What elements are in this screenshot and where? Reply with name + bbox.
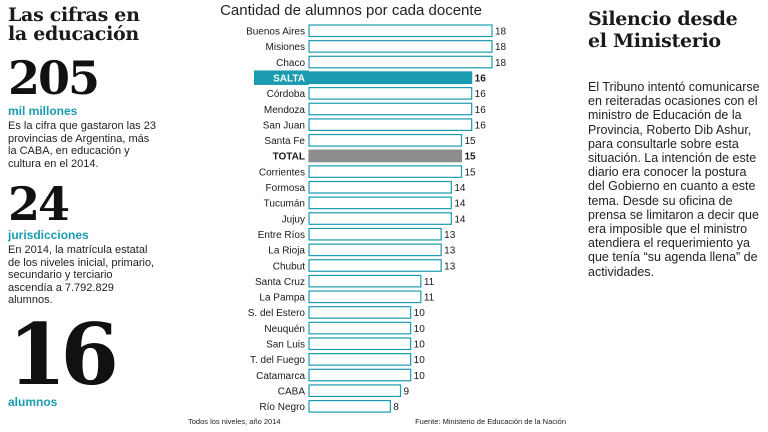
- right-body: El Tribuno intentó comunicarse en reiter…: [588, 80, 760, 279]
- bar-buenos-aires: [308, 24, 493, 38]
- category-label-total: TOTAL: [273, 152, 305, 163]
- category-label-catamarca: Catamarca: [256, 371, 305, 382]
- value-label-catamarca: 10: [414, 371, 426, 382]
- category-label-santa-fe: Santa Fe: [264, 136, 305, 147]
- value-label-santa-cruz: 11: [424, 277, 435, 288]
- value-label-santa-fe: 15: [465, 136, 477, 147]
- bar-mendoza: [308, 102, 473, 116]
- bar-san-luis: [308, 337, 412, 351]
- bar-jujuy: [308, 212, 452, 225]
- bar-la-rioja: [308, 243, 442, 257]
- category-label-corrientes: Corrientes: [259, 167, 305, 178]
- value-label-mendoza: 16: [475, 105, 487, 116]
- value-label-rio-negro: 8: [393, 402, 399, 413]
- value-label-buenos-aires: 18: [495, 27, 507, 38]
- right-panel: Silencio desde el Ministerio El Tribuno …: [588, 8, 760, 279]
- value-label-entre-rios: 13: [444, 230, 456, 241]
- category-label-caba: CABA: [278, 386, 306, 397]
- value-label-salta: 16: [475, 73, 487, 84]
- chart-footer-right: Fuente: Ministerio de Educación de la Na…: [415, 417, 566, 426]
- bar-catamarca: [308, 368, 412, 382]
- stat-205-value: 205: [8, 51, 100, 105]
- bar-s-del-estero: [308, 306, 412, 319]
- students-per-teacher-chart: Cantidad de alumnos por cada docente Bue…: [188, 2, 566, 426]
- stat-24-unit: jurisdicciones: [8, 228, 89, 242]
- bar-rio-negro: [308, 400, 391, 413]
- category-label-mendoza: Mendoza: [264, 105, 306, 116]
- value-label-neuquen: 10: [414, 324, 426, 335]
- value-label-san-juan: 16: [475, 120, 487, 131]
- bar-san-juan: [308, 118, 473, 132]
- value-label-t-del-fuego: 10: [414, 355, 426, 366]
- bar-t-del-fuego: [308, 353, 412, 366]
- category-label-san-juan: San Juan: [263, 120, 305, 131]
- category-label-buenos-aires: Buenos Aires: [246, 27, 305, 38]
- category-label-neuquen: Neuquén: [264, 324, 305, 335]
- category-label-chubut: Chubut: [273, 261, 305, 272]
- value-label-corrientes: 15: [465, 167, 477, 178]
- category-label-s-del-estero: S. del Estero: [248, 308, 306, 319]
- stat-24-text: En 2014, la matrícula estatal de los niv…: [8, 244, 155, 306]
- value-label-chubut: 13: [444, 261, 456, 272]
- value-label-la-rioja: 13: [444, 246, 456, 257]
- highlight-label-band: [254, 70, 309, 85]
- category-label-cordoba: Córdoba: [267, 89, 306, 100]
- chart-footer-left: Todos los niveles, año 2014: [188, 417, 281, 426]
- category-label-la-rioja: La Rioja: [268, 246, 305, 257]
- value-label-tucuman: 14: [454, 199, 466, 210]
- category-label-tucuman: Tucumán: [264, 199, 305, 210]
- category-label-chaco: Chaco: [276, 58, 305, 69]
- left-title: Las cifras en la educación: [8, 4, 140, 45]
- category-label-entre-rios: Entre Ríos: [258, 230, 305, 241]
- value-label-san-luis: 10: [414, 340, 426, 351]
- category-label-santa-cruz: Santa Cruz: [255, 277, 305, 288]
- bars-group: Buenos Aires 18 Misiones 18 Chaco 18 SALTA 16 Có…: [246, 24, 507, 413]
- bar-misiones: [308, 40, 493, 53]
- value-label-misiones: 18: [495, 42, 507, 53]
- bar-tucuman: [308, 196, 452, 210]
- stat-24-value: 24: [8, 177, 70, 231]
- stat-205-text: Es la cifra que gastaron las 23 provinci…: [8, 120, 156, 170]
- bar-santa-fe: [308, 133, 463, 147]
- bar-cordoba: [308, 86, 473, 100]
- bar-santa-cruz: [308, 274, 422, 288]
- value-label-chaco: 18: [495, 58, 507, 69]
- right-title: Silencio desde el Ministerio: [588, 8, 738, 52]
- category-label-la-pampa: La Pampa: [259, 293, 305, 304]
- bar-total: [308, 149, 463, 163]
- value-label-caba: 9: [404, 386, 410, 397]
- bar-salta: [308, 71, 473, 85]
- bar-neuquen: [308, 321, 412, 335]
- bar-chaco: [308, 55, 493, 69]
- value-label-total: 15: [465, 152, 477, 163]
- category-label-misiones: Misiones: [266, 42, 305, 53]
- bar-la-pampa: [308, 290, 422, 304]
- stat-205-unit: mil millones: [8, 104, 78, 118]
- bar-corrientes: [308, 165, 463, 178]
- category-label-rio-negro: Río Negro: [259, 402, 305, 413]
- bar-caba: [308, 384, 402, 398]
- value-label-jujuy: 14: [454, 214, 466, 225]
- stat-16-unit: alumnos: [8, 394, 58, 409]
- value-label-s-del-estero: 10: [414, 308, 426, 319]
- left-panel: Las cifras en la educación 205 mil millo…: [8, 6, 158, 426]
- bar-chubut: [308, 259, 442, 272]
- category-label-san-luis: San Luis: [266, 340, 305, 351]
- category-label-formosa: Formosa: [266, 183, 306, 194]
- bar-formosa: [308, 180, 452, 194]
- value-label-la-pampa: 11: [424, 293, 435, 304]
- bar-entre-rios: [308, 227, 442, 241]
- value-label-formosa: 14: [454, 183, 466, 194]
- category-label-jujuy: Jujuy: [282, 214, 305, 225]
- stat-16-value: 16: [8, 304, 119, 404]
- category-label-salta: SALTA: [273, 73, 305, 84]
- value-label-cordoba: 16: [475, 89, 487, 100]
- chart-title: Cantidad de alumnos por cada docente: [220, 2, 482, 19]
- category-label-t-del-fuego: T. del Fuego: [250, 355, 305, 366]
